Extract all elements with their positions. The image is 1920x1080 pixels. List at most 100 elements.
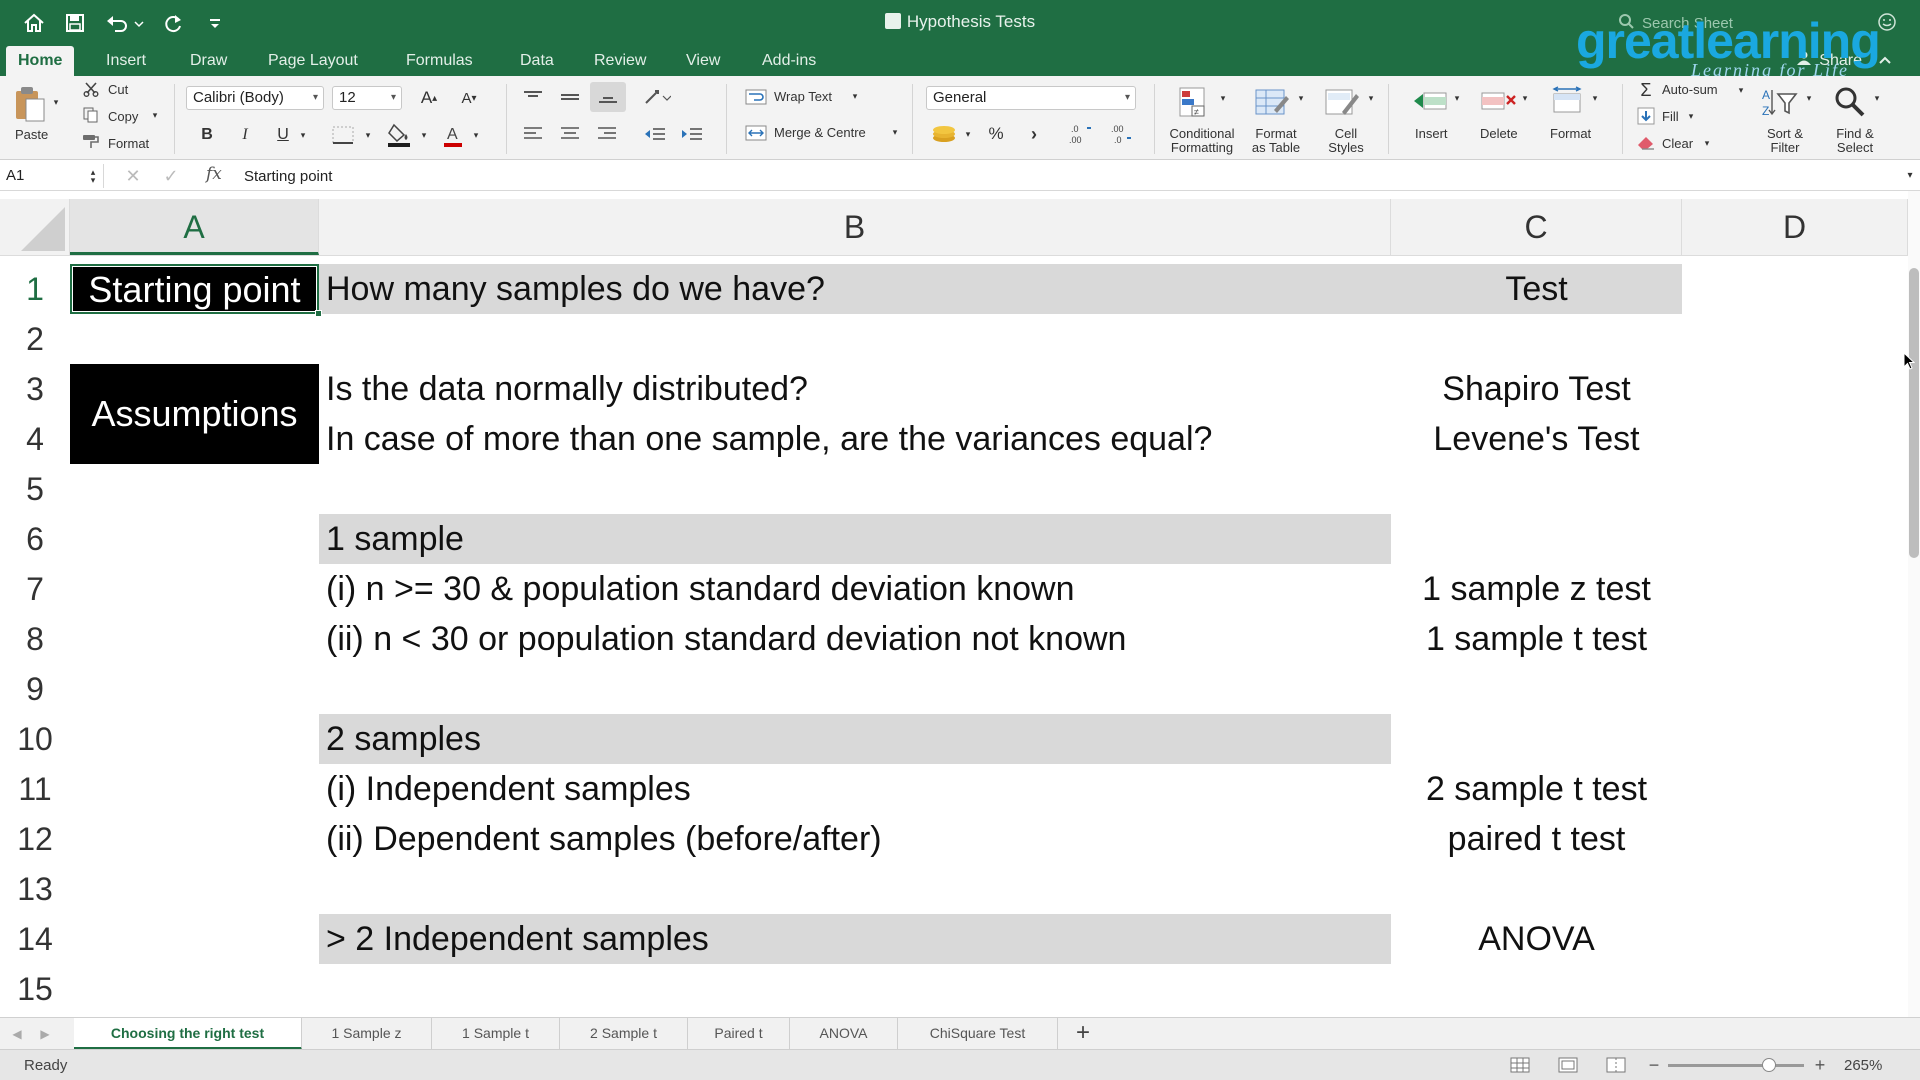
borders-dropdown-icon[interactable]: ▾ [365,129,371,140]
row-header-6[interactable]: 6 [0,514,70,564]
cancel-entry-icon[interactable]: ✕ [125,165,141,186]
tab-draw[interactable]: Draw [190,52,228,69]
number-format-select[interactable]: General ▾ [926,86,1136,110]
format-painter-label[interactable]: Format [108,136,150,151]
row-header-5[interactable]: 5 [0,464,70,514]
row-header-8[interactable]: 8 [0,614,70,664]
increase-indent-icon[interactable] [677,121,707,147]
font-name-select[interactable]: Calibri (Body) ▾ [186,86,324,110]
zoom-slider-track[interactable] [1668,1064,1804,1067]
underline-dropdown-icon[interactable]: ▾ [300,129,306,140]
cell-c14[interactable]: ANOVA [1478,920,1595,958]
font-color-dropdown-icon[interactable]: ▾ [473,129,479,140]
cell-c1[interactable]: Test [1505,270,1568,308]
currency-icon[interactable] [928,120,960,148]
search-sheet[interactable] [1618,11,1868,35]
sheet-tab-anova[interactable]: ANOVA [790,1018,898,1050]
clear-dropdown-icon[interactable]: ▾ [1704,137,1710,148]
delete-cells-dropdown-icon[interactable]: ▾ [1522,92,1528,103]
paste-icon[interactable] [10,84,50,124]
name-box-stepper[interactable]: ▴ ▾ [90,167,96,185]
cell-b4[interactable]: In case of more than one sample, are the… [326,420,1213,458]
zoom-level[interactable]: 265% [1844,1057,1883,1074]
column-header-a[interactable]: A [70,199,319,255]
format-painter-icon[interactable] [82,132,100,150]
sort-filter-label[interactable]: Sort & Filter [1752,127,1818,155]
format-cells-icon[interactable] [1548,84,1588,116]
cell-b6[interactable]: 1 sample [326,520,464,558]
row-header-14[interactable]: 14 [0,914,70,964]
tab-review[interactable]: Review [594,52,647,69]
format-cells-dropdown-icon[interactable]: ▾ [1592,92,1598,103]
cell-c12[interactable]: paired t test [1447,820,1626,858]
italic-icon[interactable]: I [242,126,248,143]
percent-icon[interactable]: % [984,122,1008,146]
fill-down-icon[interactable] [1636,106,1656,126]
sheet-tab-2-sample-t[interactable]: 2 Sample t [560,1018,688,1050]
page-break-view-icon[interactable] [1604,1055,1628,1075]
autosum-label[interactable]: Auto-sum [1662,82,1718,97]
tab-data[interactable]: Data [520,52,554,69]
normal-view-icon[interactable] [1508,1055,1532,1075]
wrap-text-dropdown-icon[interactable]: ▾ [852,90,858,101]
font-color-icon[interactable]: A [440,121,466,149]
conditional-formatting-icon[interactable]: ≠ [1174,84,1218,120]
eraser-icon[interactable] [1636,132,1656,152]
cell-b1[interactable]: How many samples do we have? [326,270,825,308]
orientation-icon[interactable] [640,84,674,110]
cell-styles-dropdown-icon[interactable]: ▾ [1368,92,1374,103]
cell-styles-label[interactable]: Cell Styles [1318,127,1374,155]
formula-input[interactable]: Starting point [244,168,333,185]
comma-style-icon[interactable]: › [1031,123,1037,144]
borders-icon[interactable] [328,123,358,147]
fill-handle[interactable] [315,310,322,317]
name-box[interactable]: A1 [0,164,104,188]
decrease-decimal-icon[interactable]: .00.0 [1104,120,1136,148]
cell-b12[interactable]: (ii) Dependent samples (before/after) [326,820,882,858]
find-select-dropdown-icon[interactable]: ▾ [1874,92,1880,103]
cell-b8[interactable]: (ii) n < 30 or population standard devia… [326,620,1127,658]
home-icon[interactable] [19,9,49,37]
scroll-tabs-right-icon[interactable]: ▶ [40,1027,50,1041]
tab-formulas[interactable]: Formulas [406,52,473,69]
cut-icon[interactable] [82,80,100,98]
clear-label[interactable]: Clear [1662,136,1694,151]
merge-centre-icon[interactable] [744,122,768,144]
merge-centre-dropdown-icon[interactable]: ▾ [892,126,898,137]
redo-icon[interactable] [158,9,188,37]
share-button[interactable]: Share [1795,50,1892,71]
merge-centre-label[interactable]: Merge & Centre [774,125,866,140]
column-header-d[interactable]: D [1682,199,1908,255]
cell-a1[interactable]: Starting point [70,264,319,314]
zoom-in-icon[interactable]: + [1814,1054,1826,1075]
align-left-icon[interactable] [518,121,548,147]
font-size-select[interactable]: 12 ▾ [332,86,402,110]
conditional-formatting-dropdown-icon[interactable]: ▾ [1220,92,1226,103]
row-header-4[interactable]: 4 [0,414,70,464]
format-cells-label[interactable]: Format [1550,126,1592,141]
conditional-formatting-label[interactable]: Conditional Formatting [1160,127,1244,155]
insert-function-icon[interactable]: fx [206,164,222,184]
row-header-15[interactable]: 15 [0,964,70,1014]
expand-formula-bar-icon[interactable]: ▾ [1907,169,1913,181]
cell-styles-icon[interactable] [1320,84,1364,120]
row-header-7[interactable]: 7 [0,564,70,614]
collapse-ribbon-icon[interactable] [1878,52,1892,70]
select-all-corner[interactable] [0,199,70,255]
fill-dropdown-icon[interactable]: ▾ [1688,110,1694,121]
confirm-entry-icon[interactable]: ✓ [163,165,179,186]
format-as-table-dropdown-icon[interactable]: ▾ [1298,92,1304,103]
currency-dropdown-icon[interactable]: ▾ [965,128,971,139]
sheet-tab-choosing-the-right-test[interactable]: Choosing the right test [74,1018,302,1050]
tab-home[interactable]: Home [6,46,75,76]
copy-dropdown-icon[interactable]: ▾ [152,109,158,120]
cut-label[interactable]: Cut [108,82,129,97]
autosum-dropdown-icon[interactable]: ▾ [1738,84,1744,95]
align-right-icon[interactable] [592,121,622,147]
format-as-table-label[interactable]: Format as Table [1240,127,1312,155]
search-input[interactable] [1642,14,1842,32]
bold-icon[interactable]: B [201,126,213,143]
row-header-12[interactable]: 12 [0,814,70,864]
cell-c3[interactable]: Shapiro Test [1442,370,1631,408]
